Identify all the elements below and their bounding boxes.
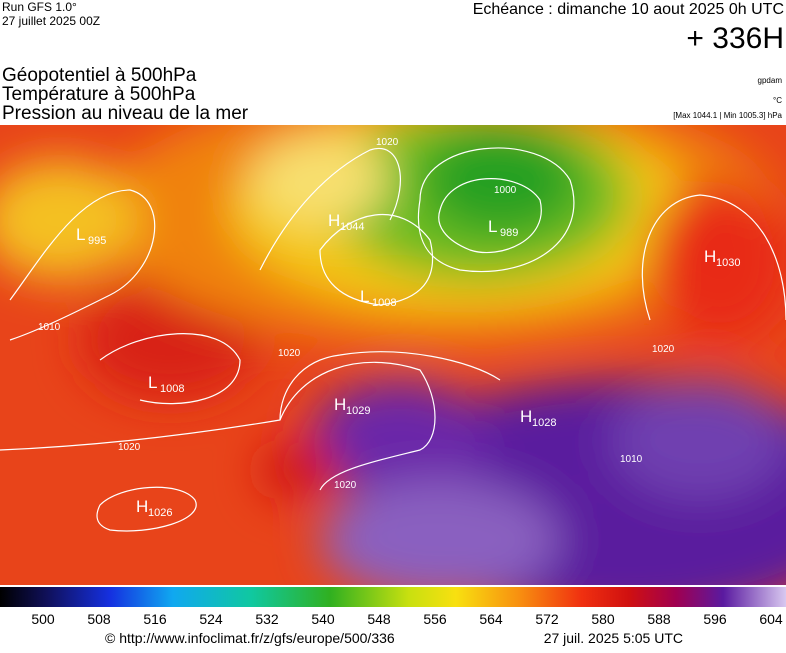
run-label: Run GFS 1.0° — [2, 0, 77, 14]
center-letter: H — [334, 395, 346, 414]
center-value: 1026 — [148, 507, 172, 519]
source: © http://www.infoclimat.fr/z/gfs/europe/… — [105, 630, 395, 646]
center-letter: L — [76, 225, 85, 244]
center-letter: H — [328, 211, 340, 230]
isobar-label: 1000 — [494, 185, 517, 196]
title: Température à 500hPa — [2, 84, 196, 105]
center-value: 1008 — [372, 297, 396, 309]
isobar-label: 1010 — [620, 454, 643, 465]
isobar-label: 1020 — [652, 344, 675, 355]
title: Géopotentiel à 500hPa — [2, 65, 197, 86]
colorbar-tick-label: 532 — [255, 611, 279, 627]
map — [0, 125, 786, 585]
colorbar-ticks: 500 508 516 524 532 540 548 556 564 572 580 588 596 6… — [31, 611, 783, 627]
colorbar-tick-label: 572 — [535, 611, 559, 627]
isobar-label: 1020 — [334, 480, 357, 491]
center-letter: H — [520, 407, 532, 426]
colorbar-tick-label: 548 — [367, 611, 391, 627]
center-letter: H — [136, 497, 148, 516]
colorbar-tick-label: 540 — [311, 611, 335, 627]
center-letter: L — [360, 287, 369, 306]
title: Pression au niveau de la mer — [2, 103, 249, 124]
center-value: 989 — [500, 227, 518, 239]
center-letter: L — [148, 373, 157, 392]
center-value: 1030 — [716, 257, 740, 269]
issued: 27 juil. 2025 5:05 UTC — [544, 630, 683, 646]
center-letter: H — [704, 247, 716, 266]
isobar-label: 1020 — [278, 348, 301, 359]
colorbar-tick-label: 516 — [143, 611, 167, 627]
colorbar-tick-label: 564 — [479, 611, 503, 627]
isobar-labels: 1020 1020 1020 1020 1010 1000 1020 1010 — [38, 137, 675, 491]
isobar-label: 1010 — [38, 322, 61, 333]
center-value: 995 — [88, 235, 106, 247]
colorbar-tick-label: 580 — [591, 611, 615, 627]
isobars — [0, 147, 786, 532]
unit: °C — [773, 96, 782, 105]
colorbar-tick-label: 524 — [199, 611, 223, 627]
center-letter: L — [488, 217, 497, 236]
isobar-label: 1020 — [118, 442, 141, 453]
colorbar-tick-label: 588 — [647, 611, 671, 627]
center-value: 1044 — [340, 221, 364, 233]
valid-time: Echéance : dimanche 10 aout 2025 0h UTC — [473, 1, 784, 18]
colorbar-tick-label: 596 — [703, 611, 727, 627]
center-value: 1008 — [160, 383, 184, 395]
center-value: 1028 — [532, 417, 556, 429]
center-value: 1029 — [346, 405, 370, 417]
run-date: 27 juillet 2025 00Z — [2, 14, 100, 28]
colorbar-tick-label: 556 — [423, 611, 447, 627]
colorbar — [0, 587, 786, 607]
colorbar-tick-label: 604 — [759, 611, 783, 627]
colorbar-tick-label: 508 — [87, 611, 111, 627]
unit: gpdam — [758, 76, 783, 85]
isobar-label: 1020 — [376, 137, 399, 148]
lead-time: + 336H — [686, 22, 784, 55]
colorbar-tick-label: 500 — [31, 611, 55, 627]
unit: [Max 1044.1 | Min 1005.3] hPa — [673, 111, 782, 120]
